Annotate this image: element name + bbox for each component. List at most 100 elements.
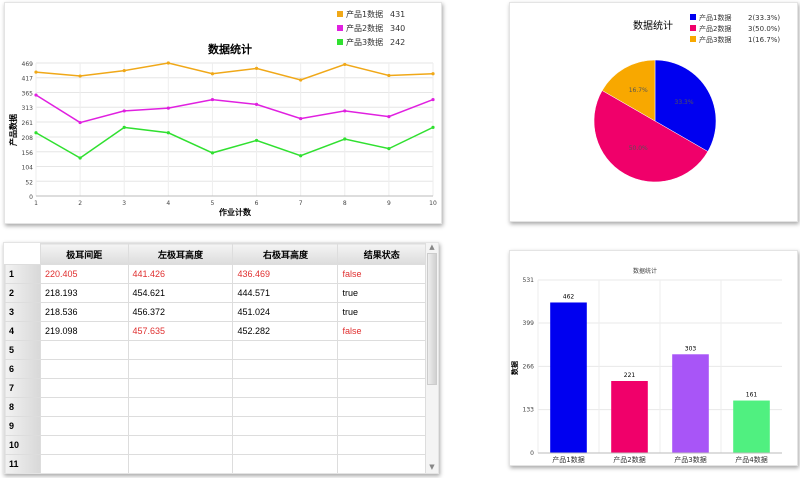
- table-row[interactable]: 6: [4, 359, 426, 379]
- series-line: [35, 94, 434, 124]
- table-cell[interactable]: [232, 435, 339, 455]
- bar-value-label: 221: [624, 372, 636, 379]
- slice-label: 16.7%: [629, 87, 648, 94]
- table-cell[interactable]: 218.193: [40, 283, 129, 303]
- chart-title: 数据统计: [208, 42, 252, 56]
- table-cell[interactable]: [337, 397, 426, 417]
- table-cell[interactable]: false: [337, 264, 426, 284]
- y-tick-label: 417: [22, 76, 34, 83]
- table-cell[interactable]: [232, 416, 339, 436]
- pie-chart: 数据统计 33.3% 产品1数据 2(33.3%) 50.0% 产品2数据 3(50.0%)…: [593, 13, 780, 183]
- column-header[interactable]: 结果状态: [337, 243, 426, 265]
- scroll-up-arrow-icon[interactable]: ▲: [429, 243, 435, 251]
- table-cell[interactable]: [337, 340, 426, 360]
- scroll-down-arrow-icon[interactable]: ▼: [429, 463, 435, 471]
- table-cell[interactable]: [232, 340, 339, 360]
- row-header[interactable]: 3: [4, 302, 41, 322]
- table-row[interactable]: 11: [4, 454, 426, 473]
- table-cell[interactable]: 436.469: [232, 264, 339, 284]
- table-cell[interactable]: [337, 359, 426, 379]
- scroll-thumb[interactable]: [427, 253, 437, 385]
- row-header[interactable]: 6: [4, 359, 41, 379]
- table-cell[interactable]: [127, 378, 234, 398]
- column-header[interactable]: 右极耳高度: [232, 243, 339, 265]
- legend-label: 产品1数据: [346, 9, 383, 19]
- table-cell[interactable]: [40, 397, 129, 417]
- data-point: [343, 62, 347, 67]
- row-header[interactable]: 11: [4, 454, 41, 473]
- table-cell[interactable]: [127, 435, 234, 455]
- table-cell[interactable]: 220.405: [40, 264, 129, 284]
- table-cell[interactable]: [40, 378, 129, 398]
- row-header[interactable]: 1: [4, 264, 41, 284]
- data-point: [299, 154, 303, 158]
- row-header[interactable]: 5: [4, 340, 41, 360]
- y-tick-label: 156: [22, 150, 34, 157]
- x-tick-label: 产品2数据: [613, 455, 645, 464]
- data-table[interactable]: 极耳间距 左极耳高度 右极耳高度 结果状态 1 220.405 441.426 436.46…: [4, 243, 426, 473]
- table-cell[interactable]: [127, 359, 234, 379]
- table-cell[interactable]: false: [337, 321, 426, 341]
- row-header[interactable]: 8: [4, 397, 41, 417]
- data-point: [166, 131, 170, 135]
- table-cell[interactable]: [337, 454, 426, 473]
- table-row[interactable]: 5: [4, 340, 426, 360]
- table-cell[interactable]: 441.426: [127, 264, 234, 284]
- table-cell[interactable]: [337, 416, 426, 436]
- data-point: [122, 109, 126, 113]
- column-header[interactable]: 左极耳高度: [127, 243, 234, 265]
- table-row[interactable]: 8: [4, 397, 426, 417]
- table-cell[interactable]: [232, 359, 339, 379]
- data-point: [387, 147, 391, 151]
- table-cell[interactable]: 218.536: [40, 302, 129, 322]
- legend-value: 1(16.7%): [748, 36, 780, 44]
- pie-slice: [593, 90, 709, 183]
- legend-value: 2(33.3%): [748, 14, 780, 22]
- chart-title: 数据统计: [633, 267, 657, 275]
- table-row[interactable]: 3 218.536 456.372 451.024 true: [4, 302, 426, 322]
- table-cell[interactable]: [127, 397, 234, 417]
- table-row[interactable]: 9: [4, 416, 426, 436]
- table-cell[interactable]: 454.621: [127, 283, 234, 303]
- table-cell[interactable]: 451.024: [232, 302, 339, 322]
- legend-label: 产品3数据: [699, 35, 731, 44]
- table-cell[interactable]: [337, 435, 426, 455]
- table-cell[interactable]: 457.635: [127, 321, 234, 341]
- table-cell[interactable]: [127, 340, 234, 360]
- table-cell[interactable]: true: [337, 302, 426, 322]
- table-cell[interactable]: [232, 397, 339, 417]
- column-header[interactable]: 极耳间距: [40, 243, 129, 265]
- table-cell[interactable]: [40, 454, 129, 473]
- table-cell[interactable]: 219.098: [40, 321, 129, 341]
- table-cell[interactable]: [40, 359, 129, 379]
- table-row[interactable]: 2 218.193 454.621 444.571 true: [4, 283, 426, 303]
- table-cell[interactable]: [40, 416, 129, 436]
- table-cell[interactable]: 452.282: [232, 321, 339, 341]
- row-header[interactable]: 4: [4, 321, 41, 341]
- legend-swatch: [337, 39, 343, 45]
- bar-value-label: 161: [746, 392, 758, 399]
- table-row[interactable]: 10: [4, 435, 426, 455]
- bar-value-label: 303: [685, 345, 697, 352]
- table-cell[interactable]: [337, 378, 426, 398]
- table-cell[interactable]: 456.372: [127, 302, 234, 322]
- row-header[interactable]: 7: [4, 378, 41, 398]
- table-cell[interactable]: [127, 454, 234, 473]
- table-cell[interactable]: [232, 454, 339, 473]
- table-cell[interactable]: [127, 416, 234, 436]
- table-cell[interactable]: true: [337, 283, 426, 303]
- row-header[interactable]: 2: [4, 283, 41, 303]
- y-tick-label: 208: [22, 135, 34, 142]
- table-cell[interactable]: 444.571: [232, 283, 339, 303]
- table-cell[interactable]: [40, 435, 129, 455]
- table-cell[interactable]: [232, 378, 339, 398]
- data-point: [254, 102, 259, 107]
- table-row[interactable]: 1 220.405 441.426 436.469 false: [4, 264, 426, 284]
- table-cell[interactable]: [40, 340, 129, 360]
- table-row[interactable]: 4 219.098 457.635 452.282 false: [4, 321, 426, 341]
- x-tick-label: 7: [299, 200, 303, 207]
- row-header[interactable]: 10: [4, 435, 41, 455]
- table-row[interactable]: 7: [4, 378, 426, 398]
- row-header[interactable]: 9: [4, 416, 41, 436]
- vertical-scrollbar[interactable]: ▲ ▼: [426, 243, 438, 473]
